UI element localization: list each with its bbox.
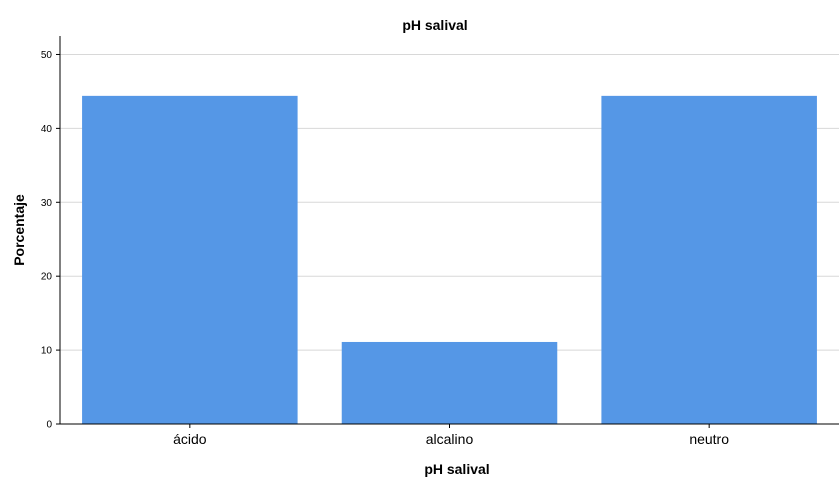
bar-alcalino bbox=[341, 341, 558, 424]
x-axis-label: pH salival bbox=[424, 461, 489, 477]
y-axis-label: Porcentaje bbox=[11, 194, 27, 266]
y-tick-label: 50 bbox=[41, 50, 53, 61]
y-tick-label: 10 bbox=[41, 346, 53, 357]
y-tick-label: 30 bbox=[41, 198, 53, 209]
bars bbox=[82, 95, 817, 424]
y-tick-label: 0 bbox=[46, 420, 52, 431]
bar-ácido bbox=[82, 95, 298, 424]
bar-neutro bbox=[601, 95, 817, 424]
x-tick-label: ácido bbox=[173, 431, 207, 447]
x-axis-category-labels: ácido alcalino neutro bbox=[173, 424, 729, 447]
x-tick-label: neutro bbox=[689, 431, 729, 447]
chart-title: pH salival bbox=[402, 17, 467, 33]
y-tick-label: 40 bbox=[41, 124, 53, 135]
y-tick-label: 20 bbox=[41, 272, 53, 283]
x-tick-label: alcalino bbox=[426, 431, 474, 447]
y-axis-ticks: 0 10 20 30 40 50 bbox=[41, 50, 60, 431]
